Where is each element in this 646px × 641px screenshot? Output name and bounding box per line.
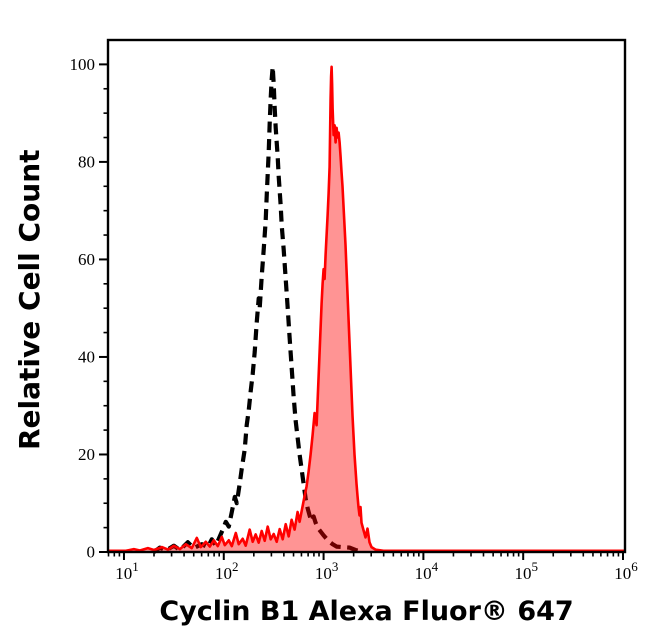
cyclin-b1-fill — [108, 66, 625, 553]
y-axis-ticks: 0 20 40 60 80 100 — [70, 55, 108, 562]
x-tick-label: 105 — [514, 559, 538, 583]
y-tick-label: 0 — [87, 543, 96, 562]
y-tick-label: 100 — [70, 55, 96, 74]
y-tick-label: 40 — [78, 347, 95, 366]
y-axis-title: Relative Cell Count — [13, 149, 46, 450]
series-layer — [108, 64, 625, 555]
x-tick-label: 103 — [315, 559, 339, 583]
isotype-control-curve — [152, 64, 365, 555]
y-tick-label: 20 — [78, 445, 95, 464]
y-tick-label: 60 — [78, 250, 95, 269]
cyclin-b1-curve — [108, 65, 625, 553]
x-tick-label: 102 — [215, 559, 239, 583]
x-tick-label: 106 — [614, 559, 638, 583]
x-axis-title: Cyclin B1 Alexa Fluor® 647 — [159, 596, 574, 627]
x-axis-ticks: 101 102 103 104 105 106 — [107, 552, 638, 583]
plot-frame — [106, 38, 627, 554]
y-tick-label: 80 — [78, 152, 95, 171]
x-tick-label: 104 — [415, 559, 439, 583]
x-tick-label: 101 — [115, 559, 139, 583]
